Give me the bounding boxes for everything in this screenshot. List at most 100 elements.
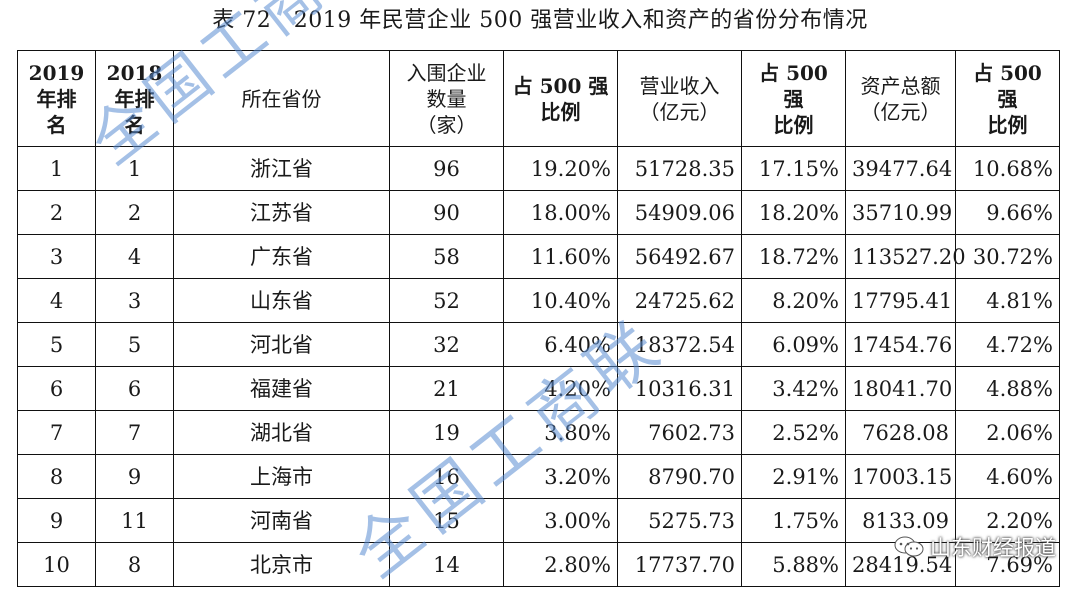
column-header: 所在省份 (173, 50, 390, 147)
table-row: 6 6 福建省 21 4.20% 10316.31 3.42% 18041.70 4.88% (17, 366, 1060, 411)
table-cell: 18372.54 (617, 322, 742, 367)
table-cell: 3.20% (503, 454, 618, 499)
source-stamp: 山东财经报道 (894, 532, 1056, 562)
table-cell: 19 (389, 410, 504, 455)
table-cell: 96 (389, 146, 504, 191)
table-cell: 8790.70 (617, 454, 742, 499)
table-cell: 18.72% (741, 234, 846, 279)
column-header: 2018 年排名 (95, 50, 174, 147)
table-cell: 39477.64 (845, 146, 956, 191)
table-cell: 9 (95, 454, 174, 499)
table-cell: 18.20% (741, 190, 846, 235)
table-cell: 4 (17, 278, 96, 323)
table-cell: 17795.41 (845, 278, 956, 323)
table-cell: 17.15% (741, 146, 846, 191)
table-cell: 52 (389, 278, 504, 323)
table-cell: 2.91% (741, 454, 846, 499)
table-cell: 9.66% (955, 190, 1060, 235)
table-cell: 6 (17, 366, 96, 411)
table-cell: 7.69% (955, 542, 1060, 587)
table-cell: 18041.70 (845, 366, 956, 411)
table-cell: 上海市 (173, 454, 390, 499)
table-cell: 5 (17, 322, 96, 367)
column-header: 占 500 强比例 (503, 50, 618, 147)
table-row: 9 11 河南省 15 3.00% 5275.73 1.75% 8133.09 2.20% (17, 498, 1060, 543)
table-row: 8 9 上海市 16 3.20% 8790.70 2.91% 17003.15 4.60% (17, 454, 1060, 499)
table-cell: 18.00% (503, 190, 618, 235)
table-row: 3 4 广东省 58 11.60% 56492.67 18.72% 113527.20 30.7… (17, 234, 1060, 279)
table-cell: 4.72% (955, 322, 1060, 367)
table-cell: 4.60% (955, 454, 1060, 499)
table-cell: 2 (17, 190, 96, 235)
table-cell: 河北省 (173, 322, 390, 367)
table-cell: 58 (389, 234, 504, 279)
table-cell: 51728.35 (617, 146, 742, 191)
table-cell: 8.20% (741, 278, 846, 323)
column-header: 占 500 强比例 (955, 50, 1060, 147)
table-cell: 35710.99 (845, 190, 956, 235)
table-cell: 2.52% (741, 410, 846, 455)
table-cell: 山东省 (173, 278, 390, 323)
table-cell: 4.88% (955, 366, 1060, 411)
table-cell: 1 (95, 146, 174, 191)
table-cell: 17454.76 (845, 322, 956, 367)
table-cell: 3.80% (503, 410, 618, 455)
table-cell: 福建省 (173, 366, 390, 411)
table-row: 2 2 江苏省 90 18.00% 54909.06 18.20% 35710.99 9.66% (17, 190, 1060, 235)
table-cell: 10 (17, 542, 96, 587)
table-cell: 9 (17, 498, 96, 543)
table-cell: 广东省 (173, 234, 390, 279)
table-cell: 54909.06 (617, 190, 742, 235)
table-cell: 2.80% (503, 542, 618, 587)
table-cell: 113527.20 (845, 234, 966, 279)
stamp-text: 山东财经报道 (930, 536, 1056, 560)
table-cell: 17737.70 (617, 542, 742, 587)
table-body: 1 1 浙江省 96 19.20% 51728.35 17.15% 39477.64 10.68… (17, 146, 1060, 587)
table-cell: 7628.08 (845, 410, 956, 455)
table-cell: 河南省 (173, 498, 390, 543)
column-header: 2019 年排名 (17, 50, 96, 147)
table-cell: 4.81% (955, 278, 1060, 323)
table-cell: 江苏省 (173, 190, 390, 235)
table-caption: 表 72 2019 年民营企业 500 强营业收入和资产的省份分布情况 (212, 8, 868, 33)
column-header: 资产总额 （亿元） (845, 50, 956, 147)
table-cell: 10.40% (503, 278, 618, 323)
column-header: 占 500 强比例 (741, 50, 846, 147)
table-cell: 5275.73 (617, 498, 742, 543)
table-row: 4 3 山东省 52 10.40% 24725.62 8.20% 17795.41 4.81% (17, 278, 1060, 323)
table-cell: 3 (95, 278, 174, 323)
column-header: 营业收入 （亿元） (617, 50, 742, 147)
table-cell: 56492.67 (617, 234, 742, 279)
table-cell: 4 (95, 234, 174, 279)
table-cell: 7 (95, 410, 174, 455)
header-row: 2019 年排名 2018 年排名所在省份 入围企业 数量 （家）占 500 强比例 营业收入… (17, 50, 1060, 147)
table-cell: 浙江省 (173, 146, 390, 191)
table-cell: 湖北省 (173, 410, 390, 455)
table-cell: 3.42% (741, 366, 846, 411)
table-cell: 11 (95, 498, 174, 543)
table-cell: 2.20% (955, 498, 1060, 543)
table-cell: 北京市 (173, 542, 390, 587)
table-cell: 4.20% (503, 366, 618, 411)
wechat-icon (894, 536, 924, 558)
table-cell: 17003.15 (845, 454, 956, 499)
table-cell: 1.75% (741, 498, 846, 543)
table-row: 1 1 浙江省 96 19.20% 51728.35 17.15% 39477.64 10.68… (17, 146, 1060, 191)
table-row: 7 7 湖北省 19 3.80% 7602.73 2.52% 7628.08 2.06% (17, 410, 1060, 455)
table-cell: 6.40% (503, 322, 618, 367)
table-cell: 14 (389, 542, 504, 587)
column-header: 入围企业 数量 （家） (389, 50, 504, 147)
table-cell: 8 (95, 542, 174, 587)
table-cell: 8 (17, 454, 96, 499)
table-cell: 7 (17, 410, 96, 455)
table-cell: 2.06% (955, 410, 1060, 455)
table-cell: 3 (17, 234, 96, 279)
table-cell: 2 (95, 190, 174, 235)
table-cell: 19.20% (503, 146, 618, 191)
table-cell: 6 (95, 366, 174, 411)
table-cell: 10.68% (955, 146, 1060, 191)
table-cell: 90 (389, 190, 504, 235)
table-cell: 21 (389, 366, 504, 411)
table-cell: 5 (95, 322, 174, 367)
table-cell: 24725.62 (617, 278, 742, 323)
